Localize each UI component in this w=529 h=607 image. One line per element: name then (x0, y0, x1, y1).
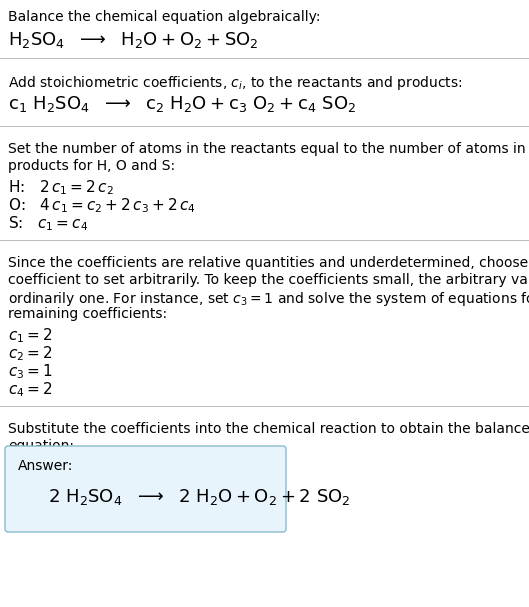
Text: $\mathsf{2\ H_2SO_4\ \ \longrightarrow\ \ 2\ H_2O + O_2 + 2\ SO_2}$: $\mathsf{2\ H_2SO_4\ \ \longrightarrow\ … (48, 487, 351, 507)
Text: $c_2 = 2$: $c_2 = 2$ (8, 344, 52, 363)
Text: $c_3 = 1$: $c_3 = 1$ (8, 362, 52, 381)
Text: Substitute the coefficients into the chemical reaction to obtain the balanced: Substitute the coefficients into the che… (8, 422, 529, 436)
Text: Since the coefficients are relative quantities and underdetermined, choose a: Since the coefficients are relative quan… (8, 256, 529, 270)
Text: $\mathsf{c_1\ H_2SO_4\ \ \longrightarrow\ \ c_2\ H_2O + c_3\ O_2 + c_4\ SO_2}$: $\mathsf{c_1\ H_2SO_4\ \ \longrightarrow… (8, 94, 357, 114)
Text: S:   $c_1 = c_4$: S: $c_1 = c_4$ (8, 214, 88, 232)
Text: Balance the chemical equation algebraically:: Balance the chemical equation algebraica… (8, 10, 321, 24)
Text: O:   $4\,c_1 = c_2 + 2\,c_3 + 2\,c_4$: O: $4\,c_1 = c_2 + 2\,c_3 + 2\,c_4$ (8, 196, 196, 215)
Text: remaining coefficients:: remaining coefficients: (8, 307, 167, 321)
Text: Set the number of atoms in the reactants equal to the number of atoms in the: Set the number of atoms in the reactants… (8, 142, 529, 156)
Text: Add stoichiometric coefficients, $c_i$, to the reactants and products:: Add stoichiometric coefficients, $c_i$, … (8, 74, 463, 92)
Text: $c_4 = 2$: $c_4 = 2$ (8, 380, 52, 399)
Text: Answer:: Answer: (18, 459, 74, 473)
Text: equation:: equation: (8, 439, 74, 453)
Text: products for H, O and S:: products for H, O and S: (8, 159, 175, 173)
FancyBboxPatch shape (5, 446, 286, 532)
Text: H:   $2\,c_1 = 2\,c_2$: H: $2\,c_1 = 2\,c_2$ (8, 178, 114, 197)
Text: $c_1 = 2$: $c_1 = 2$ (8, 326, 52, 345)
Text: coefficient to set arbitrarily. To keep the coefficients small, the arbitrary va: coefficient to set arbitrarily. To keep … (8, 273, 529, 287)
Text: $\mathsf{H_2SO_4\ \ \longrightarrow\ \ H_2O + O_2 + SO_2}$: $\mathsf{H_2SO_4\ \ \longrightarrow\ \ H… (8, 30, 259, 50)
Text: ordinarily one. For instance, set $c_3 = 1$ and solve the system of equations fo: ordinarily one. For instance, set $c_3 =… (8, 290, 529, 308)
